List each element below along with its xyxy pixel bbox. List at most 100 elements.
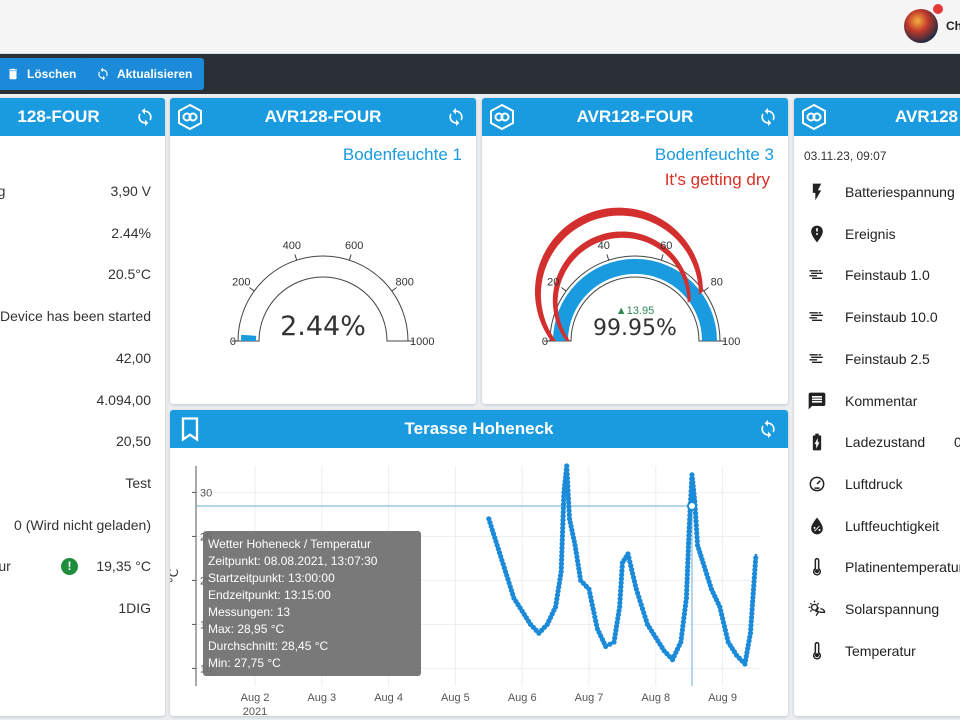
sensor-row[interactable]: Kommentar: [806, 390, 917, 412]
data-point: [752, 571, 758, 577]
refresh-button[interactable]: Aktualisieren: [84, 58, 205, 90]
data-point: [564, 467, 570, 473]
data-point: [743, 653, 749, 659]
data-point: [612, 631, 618, 637]
sensor-row: ratur 19,35 °C: [0, 558, 151, 574]
data-point: [748, 618, 754, 624]
data-point: [611, 639, 617, 645]
data-point: [723, 631, 729, 637]
data-point: [638, 602, 644, 608]
data-point: [561, 493, 567, 499]
humidity-icon: [806, 515, 828, 537]
data-point: [748, 614, 755, 620]
gauge-tick-label: 0: [230, 336, 236, 348]
data-point: [558, 557, 565, 563]
data-point: [574, 558, 581, 564]
data-point: [694, 534, 700, 540]
data-point: [752, 563, 758, 569]
data-point: [559, 529, 566, 535]
data-point: [691, 494, 697, 501]
gauge-tick-label: 40: [598, 240, 610, 252]
sensor-row[interactable]: Feinstaub 2.5: [806, 348, 930, 370]
solar-icon: [806, 598, 828, 620]
data-point: [683, 595, 690, 601]
gauge-tick: [561, 287, 567, 292]
tooltip-line: Endzeitpunkt: 13:15:00: [208, 588, 331, 602]
data-point: [553, 600, 559, 606]
data-point: [683, 591, 690, 597]
data-point: [684, 583, 690, 589]
card-refresh-icon[interactable]: [446, 107, 466, 127]
sensor-row: 12.44%: [0, 225, 151, 241]
data-point: [559, 537, 565, 543]
dust-icon: [806, 348, 828, 370]
sensor-row[interactable]: Luftfeuchtigkeit: [806, 515, 939, 537]
gauge-fill: [241, 334, 257, 341]
card-refresh-icon[interactable]: [758, 419, 778, 439]
sensor-row[interactable]: Feinstaub 1.0: [806, 264, 930, 286]
data-point: [593, 618, 599, 624]
gauge-tick: [294, 254, 298, 261]
device-hex-icon: [800, 103, 828, 131]
card-refresh-icon[interactable]: [135, 107, 155, 127]
sensor-row[interactable]: Luftdruck: [806, 473, 903, 495]
data-point: [626, 555, 632, 561]
sensor-row[interactable]: Ereignis: [806, 223, 896, 245]
data-point: [557, 572, 564, 579]
gauge-label: Bodenfeuchte 3: [654, 145, 774, 164]
data-point: [618, 588, 624, 594]
sensor-row[interactable]: Solarspannung: [806, 598, 939, 620]
device-card-left: 128-FOUR ung 3,90 V 12.44% tur20.5°C Device …: [0, 98, 165, 716]
data-point: [591, 610, 597, 616]
gauge-tick: [703, 287, 709, 292]
data-point: [686, 525, 692, 531]
data-point: [687, 512, 693, 519]
data-point: [718, 608, 724, 614]
data-point: [632, 582, 638, 588]
gauge-card-2: AVR128-FOUR Bodenfeuchte 3 It's getting …: [482, 98, 788, 404]
data-point: [564, 475, 570, 481]
data-point: [686, 528, 692, 535]
data-point: [560, 517, 566, 523]
sensor-row[interactable]: Platinentemperatur: [806, 556, 960, 578]
data-point: [685, 556, 691, 562]
sensor-value: 0 (Wird nicht geladen): [14, 516, 151, 533]
delete-button[interactable]: Löschen: [0, 58, 89, 90]
sensor-label: Kommentar: [845, 392, 918, 409]
data-point: [566, 512, 572, 518]
data-point: [641, 610, 647, 616]
last-update-timestamp: 03.11.23, 09:07: [804, 149, 887, 163]
data-point: [565, 487, 571, 493]
sensor-value: 20.5°C: [108, 266, 151, 283]
user-avatar[interactable]: [904, 9, 938, 43]
data-point: [685, 560, 691, 566]
data-point: [637, 598, 643, 604]
data-point: [558, 565, 564, 571]
data-point: [559, 549, 565, 555]
tooltip-line: Durchschnitt: 28,45 °C: [208, 639, 329, 653]
sensor-row[interactable]: Batteriespannung: [806, 181, 955, 203]
refresh-button-label: Aktualisieren: [117, 67, 193, 81]
sensor-label: Temperatur: [845, 642, 916, 659]
data-point: [564, 463, 570, 469]
user-name[interactable]: Ch: [946, 19, 960, 33]
sensor-value: 1DIG: [118, 600, 151, 616]
sensor-label: Solarspannung: [845, 601, 940, 617]
x-tick-label: Aug 8: [641, 692, 670, 704]
data-point: [744, 649, 750, 656]
data-point: [751, 583, 757, 589]
card-refresh-icon[interactable]: [758, 107, 778, 127]
sensor-row[interactable]: Ladezustand 0: [806, 431, 960, 453]
data-point: [749, 610, 755, 616]
gauge-tick-label: 20: [547, 277, 559, 289]
data-point: [560, 501, 567, 507]
data-point: [747, 630, 754, 636]
sensor-row[interactable]: Feinstaub 10.0: [806, 306, 938, 328]
tooltip-title: Wetter Hoheneck / Temperatur: [208, 537, 371, 551]
data-point: [565, 495, 572, 502]
data-point: [684, 571, 690, 578]
temperature-chart[interactable]: Aug 2 Aug 3 Aug 4 Aug 5 Aug 6 Aug 7 Aug 8 Aug 9…: [170, 448, 788, 716]
sensor-row[interactable]: Temperatur: [806, 640, 916, 662]
sensor-value: 0: [954, 434, 960, 451]
data-point: [573, 546, 579, 552]
